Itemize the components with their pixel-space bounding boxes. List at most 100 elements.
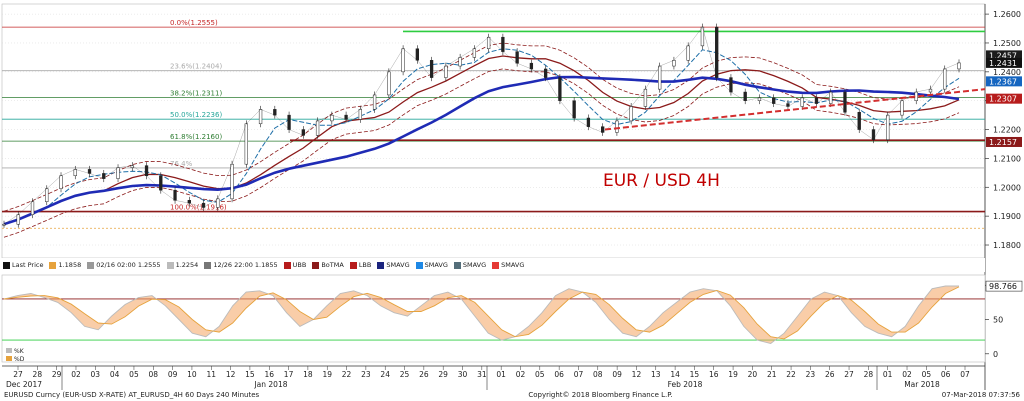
osc-legend-label: %D xyxy=(14,356,25,363)
osc-value-tag xyxy=(985,280,1023,292)
osc-legend-swatch xyxy=(6,348,12,353)
candle-body xyxy=(73,169,77,176)
candle-body xyxy=(401,48,405,73)
price-tag-label: 1.2307 xyxy=(989,95,1017,104)
candle-body xyxy=(330,114,334,122)
candle-body xyxy=(30,201,35,215)
x-tick-label: 22 xyxy=(786,370,796,379)
legend-item: SMAVG xyxy=(492,261,524,269)
candle-body xyxy=(387,71,391,96)
price-tag xyxy=(986,136,1022,147)
legend-label: 02/16 02:00 1.2555 xyxy=(96,261,161,269)
candle-body xyxy=(501,36,505,52)
x-tick-label: 17 xyxy=(284,370,294,379)
candle-body xyxy=(273,109,277,116)
osc-fill-area xyxy=(4,286,959,344)
x-tick-label: 29 xyxy=(438,370,448,379)
candle-body xyxy=(729,77,733,93)
candle-body xyxy=(843,91,847,113)
d-line xyxy=(3,286,960,340)
candle-body xyxy=(800,97,804,107)
fib-level-label: 23.6%(1.2404) xyxy=(170,63,222,71)
footer-copyright: Copyright© 2018 Bloomberg Finance L.P. xyxy=(528,391,673,399)
x-tick-label: 23 xyxy=(806,370,816,379)
middle-band-line xyxy=(3,55,960,225)
candle-body xyxy=(344,114,348,120)
legend-swatch xyxy=(3,261,10,269)
fib-level-label: 100.0%(1.1916) xyxy=(170,204,227,212)
candle-body xyxy=(116,167,120,179)
x-tick-label: 26 xyxy=(419,370,429,379)
legend-swatch xyxy=(166,261,174,269)
fib-level-label: 38.2%(1.2311) xyxy=(170,90,222,98)
candle-body xyxy=(615,120,619,133)
candle-body xyxy=(2,223,6,226)
x-tick-label: 01 xyxy=(496,370,506,379)
x-tick-label: 02 xyxy=(902,370,912,379)
legend-swatch xyxy=(349,261,357,269)
legend-swatch xyxy=(415,261,423,269)
x-tick-label: 06 xyxy=(554,370,564,379)
footer-timestamp: 07-Mar-2018 07:37:56 xyxy=(941,391,1020,399)
legend-item: 1.2254 xyxy=(166,261,198,269)
candle-body xyxy=(358,109,362,120)
candle-body xyxy=(102,173,106,179)
candle-body xyxy=(187,200,191,204)
candle-body xyxy=(743,91,747,101)
footer-source: EURUSD Curncy (EUR-USD X-RATE) AT_EURUSD… xyxy=(4,391,260,399)
candle-body xyxy=(429,60,434,78)
candle-body xyxy=(786,103,790,107)
x-tick-label: 20 xyxy=(748,370,758,379)
x-tick-label: 26 xyxy=(825,370,835,379)
legend-swatch xyxy=(87,261,95,269)
price-tag xyxy=(986,93,1022,104)
x-tick-label: 02 xyxy=(71,370,81,379)
candle-body xyxy=(672,60,676,67)
x-tick-label: 12 xyxy=(632,370,642,379)
candle-body xyxy=(59,175,63,189)
candle-body xyxy=(914,91,918,101)
candle-body xyxy=(643,88,648,107)
legend-item: Last Price xyxy=(3,261,43,269)
oscillator-frame xyxy=(1,274,986,363)
candle-body xyxy=(658,65,662,90)
x-tick-label: 27 xyxy=(844,370,854,379)
x-tick-label: 25 xyxy=(400,370,410,379)
legend-bar: Last Price 1.1858 02/16 02:00 1.2555 1.2254… xyxy=(0,258,985,272)
month-label: Feb 2018 xyxy=(668,380,703,389)
price-frame xyxy=(1,3,986,259)
legend-item: UBB xyxy=(283,261,307,269)
fib-level-label: 0.0%(1.2555) xyxy=(170,19,218,27)
legend-label: UBB xyxy=(292,261,307,269)
legend-swatch xyxy=(492,261,500,269)
legend-item: SMAVG xyxy=(453,261,486,269)
legend-label: BoTMA xyxy=(321,261,344,269)
y-tick-label: 1.2400 xyxy=(993,68,1021,77)
candle-body xyxy=(301,129,305,136)
x-tick-label: 12 xyxy=(226,370,236,379)
x-tick-label: 31 xyxy=(477,370,487,379)
candle-body xyxy=(814,97,819,104)
slow-sma-line xyxy=(3,75,960,226)
osc-legend-swatch xyxy=(6,356,12,361)
x-tick-label: 10 xyxy=(187,370,197,379)
x-tick-label: 30 xyxy=(458,370,468,379)
candle-body xyxy=(45,188,49,202)
candle-body xyxy=(144,165,149,176)
upper-band-line xyxy=(3,42,960,212)
x-tick-label: 02 xyxy=(516,370,526,379)
x-tick-label: 04 xyxy=(110,370,120,379)
price-tag-label: 1.2367 xyxy=(989,77,1017,86)
candle-body xyxy=(130,165,134,168)
x-tick-label: 01 xyxy=(883,370,893,379)
y-tick-label: 1.1900 xyxy=(993,212,1021,221)
x-tick-label: 13 xyxy=(651,370,661,379)
x-tick-label: 14 xyxy=(670,370,680,379)
legend-label: 12/26 22:00 1.1855 xyxy=(213,261,278,269)
price-tag-label: 1.2431 xyxy=(989,59,1017,68)
x-tick-label: 05 xyxy=(535,370,545,379)
y-tick-label: 1.2000 xyxy=(993,183,1021,192)
legend-item: SMAVG xyxy=(377,261,410,269)
x-tick-label: 16 xyxy=(264,370,274,379)
osc-legend-label: %K xyxy=(14,348,25,355)
